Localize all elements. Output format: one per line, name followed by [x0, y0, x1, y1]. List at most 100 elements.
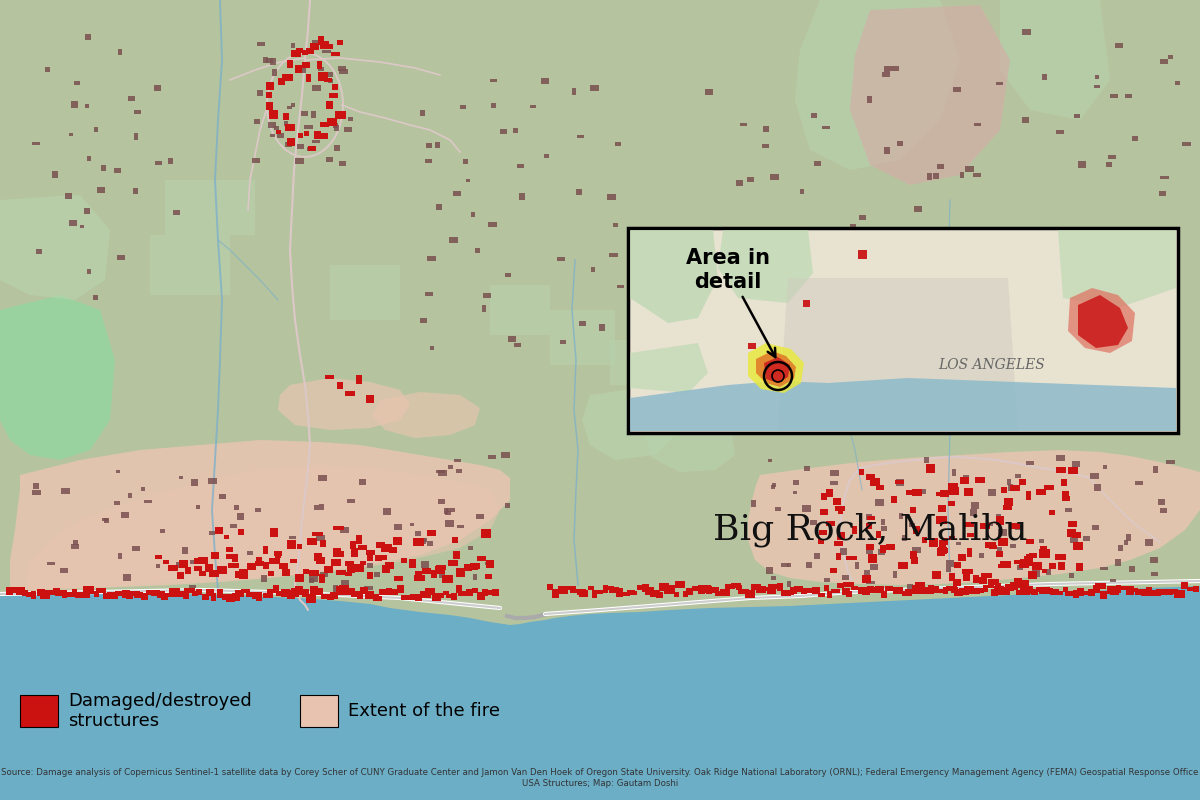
Bar: [820, 509, 828, 515]
Bar: [173, 210, 180, 215]
Bar: [72, 590, 77, 595]
Bar: [488, 455, 497, 458]
Bar: [256, 593, 262, 601]
Bar: [1076, 587, 1084, 596]
Bar: [1067, 530, 1076, 537]
Bar: [781, 590, 791, 596]
Bar: [476, 514, 485, 518]
Bar: [1001, 486, 1007, 494]
Bar: [94, 295, 98, 299]
Bar: [1026, 539, 1034, 545]
Bar: [600, 324, 605, 330]
Bar: [770, 486, 774, 489]
Bar: [154, 86, 161, 91]
Bar: [929, 538, 938, 547]
Bar: [881, 526, 887, 530]
Bar: [427, 530, 436, 536]
Bar: [301, 62, 310, 68]
Bar: [374, 596, 383, 601]
Bar: [810, 520, 817, 525]
Bar: [409, 559, 415, 568]
Bar: [446, 594, 454, 598]
Bar: [326, 595, 335, 601]
Bar: [37, 590, 46, 595]
Bar: [1026, 491, 1031, 500]
Bar: [310, 586, 318, 594]
Bar: [751, 500, 756, 506]
Bar: [328, 72, 332, 77]
Bar: [472, 588, 478, 594]
Bar: [745, 590, 756, 598]
Bar: [762, 144, 768, 148]
Bar: [876, 531, 881, 538]
Bar: [775, 507, 781, 511]
Bar: [350, 541, 356, 550]
Bar: [770, 577, 776, 580]
Bar: [301, 110, 308, 116]
Bar: [1020, 559, 1030, 568]
Bar: [720, 280, 780, 328]
Bar: [938, 540, 946, 548]
Bar: [338, 69, 348, 74]
Bar: [665, 586, 676, 594]
Bar: [96, 587, 106, 593]
Bar: [1044, 485, 1055, 490]
Bar: [444, 511, 451, 514]
Bar: [616, 589, 623, 597]
Bar: [642, 584, 649, 592]
Bar: [827, 591, 832, 598]
Bar: [862, 575, 871, 583]
Bar: [659, 582, 668, 591]
Bar: [266, 102, 274, 110]
Bar: [577, 134, 583, 138]
Bar: [215, 526, 223, 534]
Bar: [270, 558, 280, 564]
Bar: [928, 585, 935, 594]
Bar: [1159, 191, 1166, 196]
Bar: [850, 223, 857, 228]
Bar: [379, 589, 389, 594]
Bar: [1073, 542, 1084, 550]
Bar: [320, 594, 331, 599]
Bar: [1175, 81, 1180, 85]
Bar: [988, 583, 994, 588]
Bar: [1022, 30, 1031, 34]
Bar: [359, 479, 366, 485]
Bar: [118, 49, 122, 55]
Bar: [86, 156, 91, 161]
Bar: [552, 590, 559, 598]
Bar: [1042, 569, 1048, 574]
Bar: [830, 264, 836, 268]
Bar: [882, 72, 890, 77]
Bar: [804, 466, 810, 471]
Bar: [502, 452, 510, 458]
Bar: [922, 537, 928, 543]
Bar: [280, 563, 288, 570]
Bar: [912, 546, 920, 553]
Bar: [415, 594, 421, 601]
Bar: [97, 187, 106, 194]
Bar: [73, 540, 78, 545]
Bar: [1015, 474, 1021, 478]
Bar: [312, 140, 320, 143]
Bar: [862, 247, 866, 252]
Bar: [84, 208, 90, 214]
Bar: [302, 589, 310, 597]
Bar: [443, 574, 452, 582]
Bar: [803, 300, 810, 307]
Bar: [455, 458, 461, 462]
Bar: [685, 588, 692, 595]
Bar: [290, 588, 299, 597]
Bar: [306, 48, 313, 54]
Bar: [1162, 590, 1169, 594]
Bar: [906, 490, 916, 494]
Bar: [830, 568, 838, 574]
Bar: [482, 306, 486, 312]
Bar: [438, 470, 446, 476]
Bar: [994, 586, 1004, 595]
Bar: [319, 574, 325, 583]
Bar: [254, 508, 260, 512]
Bar: [877, 550, 884, 555]
Bar: [706, 586, 712, 594]
Bar: [1026, 554, 1032, 562]
